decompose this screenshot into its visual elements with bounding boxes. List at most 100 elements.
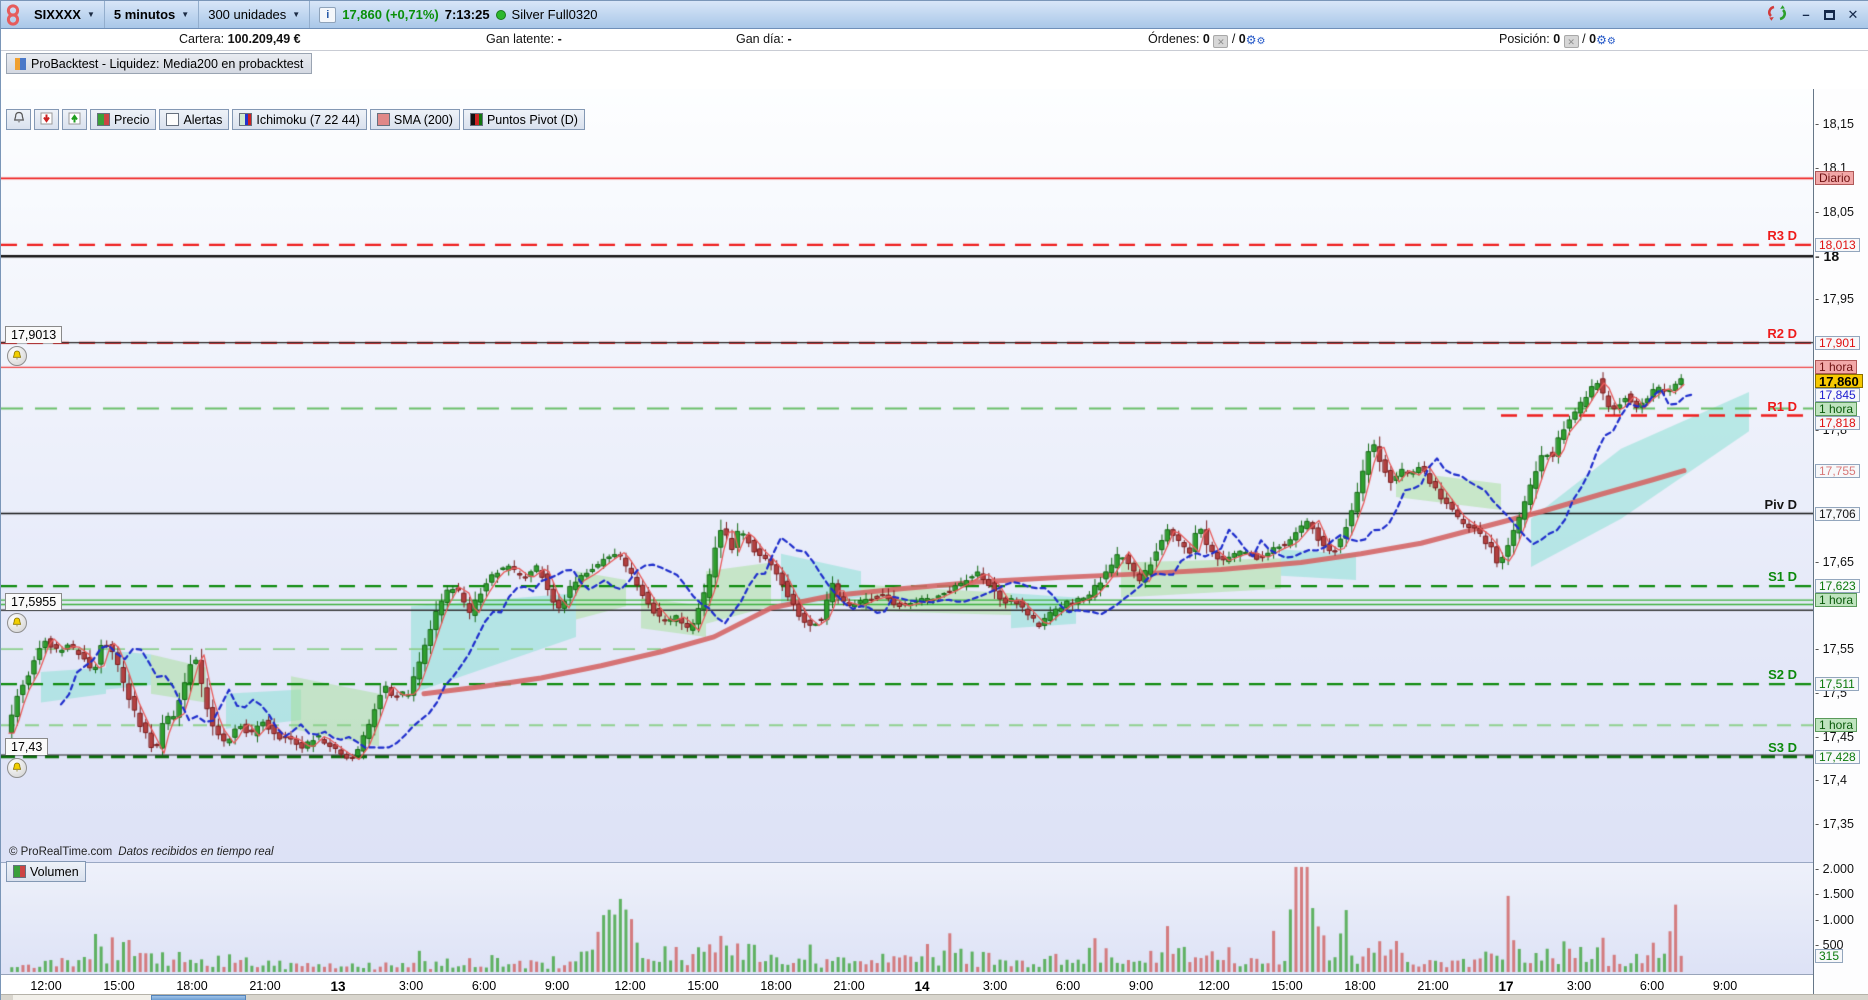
indicator-chip-alertas[interactable]: Alertas <box>159 109 230 130</box>
red-down-arrow-icon <box>40 112 53 128</box>
time-label: 18:00 <box>760 979 792 993</box>
title-bar: SIXXXX ▼ 5 minutos ▼ 300 unidades ▼ i 17,86… <box>1 1 1868 29</box>
indicator-toolbar: Precio Alertas Ichimoku (7 22 44) SMA (2… <box>6 109 585 130</box>
ichimoku-icon <box>239 113 253 126</box>
user-price-label: 17,9013 <box>5 325 63 343</box>
precio-icon <box>97 113 110 126</box>
level-label-s2-daily: S2 D <box>1768 667 1797 683</box>
indicator-chip-volumen[interactable]: Volumen <box>6 861 86 882</box>
price-tick: - 17,65 <box>1815 554 1854 569</box>
chevron-down-icon: ▼ <box>292 10 301 19</box>
alarm-button[interactable] <box>6 109 31 130</box>
indicator-chip-puntos-pivot[interactable]: Puntos Pivot (D) <box>462 109 585 130</box>
sma-icon <box>376 113 390 126</box>
axis-badge-r2-daily: 17,901 <box>1815 335 1860 350</box>
alert-bell-icon[interactable] <box>7 613 27 634</box>
user-price-label: 17,5955 <box>5 593 63 611</box>
time-label: 9:00 <box>544 979 570 993</box>
cancel-orders-button[interactable]: ✕ <box>1213 35 1229 48</box>
axis-badge-s2-daily: 17,511 <box>1815 677 1859 692</box>
probacktest-icon <box>15 57 26 70</box>
prorealtime-logo-icon <box>1 3 25 27</box>
axis-badge-s3-daily: 17,428 <box>1815 749 1860 764</box>
alert-bell-icon[interactable] <box>7 758 27 778</box>
buy-order-button[interactable] <box>62 109 87 130</box>
indicator-chip-sma[interactable]: SMA (200) <box>369 109 460 130</box>
units-label: 300 unidades <box>208 7 287 22</box>
time-label: 6:00 <box>1639 979 1665 993</box>
price-tick: - 18 <box>1815 248 1840 265</box>
cartera-field: Cartera: 100.209,49 € <box>179 32 301 46</box>
minimize-button[interactable]: – <box>1802 7 1810 22</box>
time-label: 15:00 <box>103 979 135 993</box>
scrollbar-track[interactable] <box>13 995 151 1000</box>
green-up-arrow-icon <box>68 112 81 128</box>
axis-badge-hora-support-a: 1 hora <box>1815 593 1858 608</box>
price-tick: - 18,15 <box>1815 117 1854 131</box>
indicator-chip-ichimoku[interactable]: Ichimoku (7 22 44) <box>232 109 367 130</box>
alert-bell-icon[interactable] <box>7 345 27 366</box>
close-button[interactable]: ✕ <box>1847 6 1859 22</box>
time-label: 21:00 <box>833 979 865 993</box>
scrollbar-thumb[interactable] <box>151 995 246 1000</box>
time-label: 12:00 <box>1198 979 1230 993</box>
volume-tick: - 1.000 <box>1815 912 1854 927</box>
units-dropdown[interactable]: 300 unidades ▼ <box>199 1 311 28</box>
level-label-s1-daily: S1 D <box>1768 569 1797 585</box>
price-tick: - 17,4 <box>1815 773 1847 788</box>
time-label: 3:00 <box>398 979 424 993</box>
close-position-button[interactable]: ✕ <box>1563 35 1579 48</box>
position-settings-icon[interactable]: ⚙⚙ <box>1596 33 1616 47</box>
price-tick: - 17,95 <box>1815 292 1854 306</box>
copyright-note: © ProRealTime.com Datos recibidos en tiem… <box>9 846 274 858</box>
level-label-pivot-daily: Piv D <box>1764 496 1797 512</box>
level-label-r3-daily: R3 D <box>1767 227 1797 243</box>
time-label: 9:00 <box>1712 979 1738 993</box>
ticker-dropdown[interactable]: SIXXXX ▼ <box>25 1 105 28</box>
quote-clock: 7:13:25 <box>444 7 490 22</box>
restore-window-button[interactable] <box>1824 9 1835 20</box>
probacktest-tab[interactable]: ProBacktest - Liquidez: Media200 en prob… <box>6 53 313 74</box>
time-label: 18:00 <box>176 979 208 993</box>
level-label-s3-daily: S3 D <box>1768 739 1797 755</box>
bell-icon <box>12 111 26 128</box>
market-status-dot <box>495 9 506 20</box>
time-label: 3:00 <box>1566 979 1592 993</box>
account-bar: Cartera: 100.209,49 € Gan latente: - Gan… <box>1 29 1868 51</box>
gan-dia-field: Gan día: - <box>736 32 792 46</box>
time-label-day: 14 <box>914 979 930 994</box>
indicator-chip-precio[interactable]: Precio <box>90 109 157 130</box>
instrument-name: Silver Full0320 <box>511 7 598 22</box>
sell-order-button[interactable] <box>34 109 59 130</box>
horizontal-scrollbar[interactable] <box>1 994 1868 1000</box>
last-price-and-change: 17,860 (+0,71%) <box>342 7 439 22</box>
time-label-day: 17 <box>1498 979 1514 994</box>
gan-latente-field: Gan latente: - <box>486 32 562 46</box>
time-label: 9:00 <box>1128 979 1154 993</box>
timeframe-dropdown[interactable]: 5 minutos ▼ <box>105 1 200 28</box>
volumen-icon <box>13 865 26 878</box>
info-icon[interactable]: i <box>319 6 337 23</box>
orders-settings-icon[interactable]: ⚙⚙ <box>1245 33 1266 47</box>
axis-badge-value-badge: 17,845 <box>1815 388 1860 403</box>
price-axis-column[interactable] <box>1813 89 1868 994</box>
axis-badge-r1-daily: 17,818 <box>1815 416 1860 431</box>
axis-badge-s1-daily: 17,623 <box>1815 579 1860 594</box>
posicion-field: Posición: 0 ✕ / 0⚙⚙ <box>1499 32 1616 48</box>
time-label: 18:00 <box>1344 979 1376 993</box>
time-label: 3:00 <box>982 979 1008 993</box>
refresh-sync-icon[interactable] <box>1766 3 1788 26</box>
chevron-down-icon: ▼ <box>86 10 95 19</box>
time-label: 21:00 <box>249 979 281 993</box>
probacktest-tab-label: ProBacktest - Liquidez: Media200 en prob… <box>31 56 304 71</box>
axis-badge-r3-daily: 18,013 <box>1815 237 1860 252</box>
axis-badge-pivot-daily: 17,706 <box>1815 506 1860 521</box>
ordenes-field: Órdenes: 0 ✕ / 0⚙⚙ <box>1148 32 1266 48</box>
volume-toolbar: Volumen <box>6 861 86 882</box>
price-chart-canvas[interactable] <box>1 89 1813 994</box>
axis-badge-hora-r1-green: 1 hora <box>1815 402 1858 417</box>
axis-badge-value-badge: 17,860 <box>1815 374 1863 389</box>
time-axis <box>1 974 1813 994</box>
axis-badge-value-badge: 17,755 <box>1815 463 1860 478</box>
price-tick: - 17,45 <box>1815 729 1854 744</box>
